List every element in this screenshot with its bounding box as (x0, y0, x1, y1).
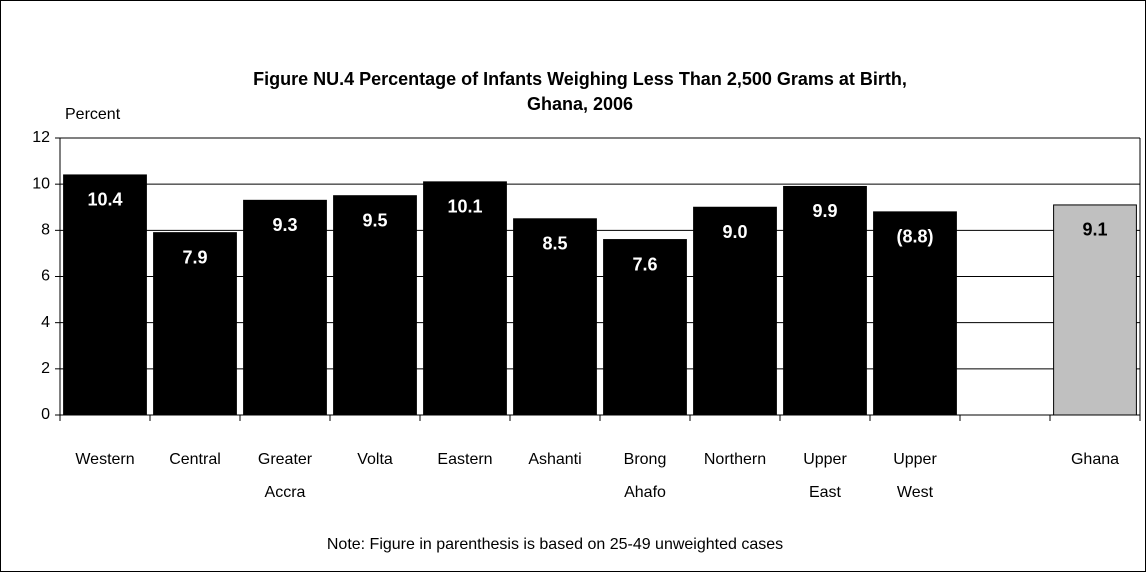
x-tick-label: Eastern (437, 451, 492, 468)
value-label: 10.4 (87, 190, 122, 210)
y-tick-label: 8 (41, 222, 50, 239)
note: Note: Figure in parenthesis is based on … (327, 536, 783, 553)
value-label: 8.5 (542, 234, 567, 254)
x-tick-label: Central (169, 451, 221, 468)
x-tick-label: Ghana (1071, 451, 1119, 468)
bar (333, 195, 417, 416)
value-label: 10.1 (447, 197, 482, 217)
y-tick-label: 2 (41, 360, 50, 377)
value-label: 9.0 (722, 222, 747, 242)
y-tick-label: 0 (41, 406, 50, 423)
bar (423, 181, 507, 416)
value-label: (8.8) (896, 227, 933, 247)
x-tick-label: Western (75, 451, 134, 468)
y-tick-label: 6 (41, 268, 50, 285)
chart-title: Ghana, 2006 (527, 94, 633, 114)
y-axis-label: Percent (65, 106, 121, 123)
value-label: 9.9 (812, 201, 837, 221)
y-tick-label: 10 (32, 175, 50, 192)
x-tick-label: Greater Accra (258, 451, 313, 501)
y-tick-label: 12 (32, 129, 50, 146)
bar (1053, 204, 1137, 416)
chart-title: Figure NU.4 Percentage of Infants Weighi… (253, 69, 907, 89)
x-tick-label: Upper West (893, 451, 937, 501)
bar (873, 211, 957, 416)
y-tick-label: 4 (41, 314, 50, 331)
x-tick-label: Northern (704, 451, 766, 468)
bar (693, 206, 777, 416)
value-label: 9.5 (362, 210, 387, 230)
x-tick-label: Brong Ahafo (624, 451, 667, 501)
bar (153, 232, 237, 416)
bar (603, 239, 687, 416)
value-label: 9.1 (1082, 220, 1107, 240)
value-label: 7.9 (182, 247, 207, 267)
bar (243, 199, 327, 416)
bar (783, 185, 867, 416)
x-tick-label: Ashanti (528, 451, 581, 468)
bar (63, 174, 147, 416)
x-tick-label: Upper East (803, 451, 847, 501)
value-label: 7.6 (632, 254, 657, 274)
value-label: 9.3 (272, 215, 297, 235)
x-tick-label: Volta (357, 451, 393, 468)
bar (513, 218, 597, 416)
